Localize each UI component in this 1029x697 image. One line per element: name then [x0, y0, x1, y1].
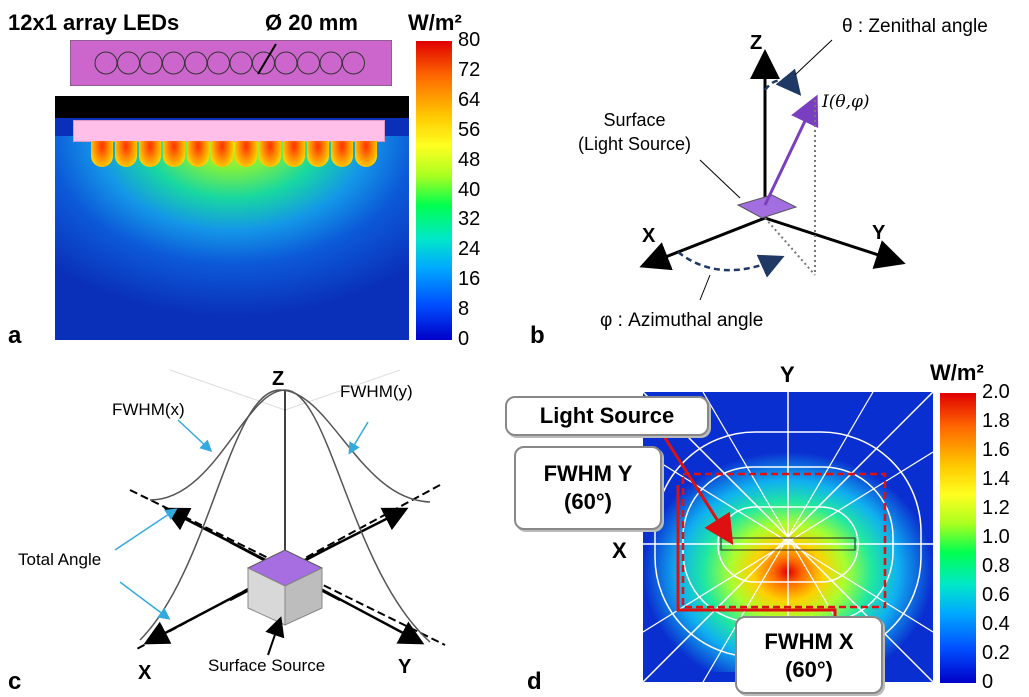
panel-letter-d: d — [527, 668, 542, 695]
fwhm-x-label-d: FWHM X — [764, 629, 854, 654]
led-hotspot — [211, 141, 233, 167]
a-colorbar-tick: 80 — [458, 29, 481, 51]
d-colorbar-tick: 0.2 — [982, 642, 1010, 664]
azimuthal-angle-label: φ : Azimuthal angle — [600, 310, 764, 331]
colorbar-d — [940, 393, 976, 683]
a-colorbar-tick: 72 — [458, 58, 481, 81]
spherical-coordinates-diagram — [639, 39, 906, 301]
a-colorbar-tick: 0 — [458, 328, 470, 350]
fwhm-y-callout: FWHM Y (60°) — [514, 446, 662, 530]
x-axis-line — [639, 216, 766, 271]
surface-light-source — [736, 194, 798, 219]
led-hotspot — [187, 141, 209, 167]
led-array-strip — [70, 40, 392, 86]
zenithal-angle-label: θ : Zenithal angle — [842, 16, 988, 37]
x-axis-label-b: X — [642, 225, 656, 247]
fwhm-x-value-d: (60°) — [785, 657, 833, 682]
array-label: 12x1 array LEDs — [8, 10, 180, 35]
z-axis-label-c: Z — [272, 368, 285, 390]
colorbar-a — [416, 41, 452, 340]
diameter-label: Ø 20 mm — [265, 10, 358, 35]
fwhm-x-label: FWHM(x) — [112, 400, 185, 419]
d-colorbar-tick: 1.6 — [982, 439, 1010, 461]
a-colorbar-tick: 8 — [458, 298, 470, 321]
y-axis-line — [764, 216, 906, 269]
a-colorbar-tick: 40 — [458, 178, 481, 201]
a-colorbar-tick: 16 — [458, 268, 481, 291]
fwhm-y-label-d: FWHM Y — [543, 461, 633, 486]
d-colorbar-tick: 1.4 — [982, 468, 1010, 490]
light-source-label: Light Source — [539, 403, 675, 428]
panel-letter-b: b — [530, 322, 545, 349]
panel-letter-a: a — [8, 322, 22, 349]
light-source-callout: Light Source — [505, 396, 709, 436]
led-hotspot — [115, 141, 137, 167]
led-hotspot — [235, 141, 257, 167]
d-colorbar-tick: 2.0 — [982, 381, 1010, 403]
led-circle — [342, 51, 365, 75]
led-hotspot — [283, 141, 305, 167]
zenithal-arc — [764, 68, 802, 96]
unit-label-a: W/m² — [408, 10, 462, 35]
surface-label: Surface (Light Source) — [578, 108, 691, 156]
led-hotspot — [259, 141, 281, 167]
a-colorbar-tick: 32 — [458, 208, 481, 231]
a-colorbar-tick: 24 — [458, 238, 481, 261]
surface-label-line2: (Light Source) — [578, 134, 692, 154]
y-axis-label-c: Y — [398, 656, 412, 678]
azimuthal-arc — [677, 251, 785, 278]
fwhm-y-curve — [149, 389, 431, 643]
fwhm-y-label: FWHM(y) — [340, 382, 413, 401]
x-axis-label-c: X — [138, 662, 152, 684]
d-colorbar-tick: 1.8 — [982, 410, 1010, 432]
led-hotspot — [355, 141, 377, 167]
d-colorbar-tick: 0.6 — [982, 584, 1010, 606]
fwhm-diagram — [114, 369, 446, 656]
x-axis-label-d: X — [612, 538, 627, 563]
y-axis-label-d: Y — [780, 362, 795, 387]
fwhm-x-callout: FWHM X (60°) — [735, 616, 883, 694]
a-colorbar-tick: 56 — [458, 118, 481, 141]
intensity-label: I(θ,φ) — [822, 92, 870, 112]
d-colorbar-tick: 0.4 — [982, 613, 1010, 635]
z-axis-label-b: Z — [750, 32, 763, 54]
y-axis-label-b: Y — [872, 222, 886, 244]
intensity-vector — [763, 94, 819, 206]
led-hotspot — [331, 141, 353, 167]
d-colorbar-tick: 0 — [982, 671, 994, 693]
surface-label-line1: Surface — [603, 110, 666, 130]
a-colorbar-tick: 64 — [458, 88, 481, 111]
a-colorbar-tick: 48 — [458, 148, 481, 171]
led-hotspot — [163, 141, 185, 167]
led-hotspot — [91, 141, 113, 167]
d-colorbar-tick: 1.2 — [982, 497, 1010, 519]
led-hotspot — [139, 141, 161, 167]
panel-letter-c: c — [8, 668, 22, 695]
fwhm-y-value-d: (60°) — [564, 489, 612, 514]
d-colorbar-tick: 1.0 — [982, 526, 1010, 548]
d-colorbar-tick: 0.8 — [982, 555, 1010, 577]
led-hotspot — [307, 141, 329, 167]
total-angle-label: Total Angle — [18, 550, 102, 569]
fwhm-x-curve — [139, 389, 431, 641]
surface-source-label: Surface Source — [208, 656, 326, 675]
unit-label-d: W/m² — [930, 360, 984, 385]
irradiance-map-a — [55, 96, 409, 340]
